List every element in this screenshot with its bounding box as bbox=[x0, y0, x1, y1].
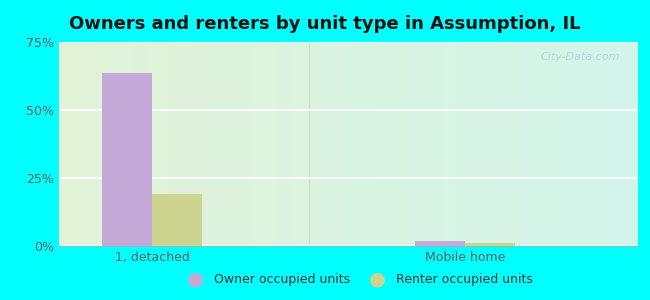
Text: Renter occupied units: Renter occupied units bbox=[396, 272, 534, 286]
Bar bbox=[102, 73, 152, 246]
Text: ●: ● bbox=[187, 269, 203, 289]
Bar bbox=[415, 241, 465, 246]
Text: Owner occupied units: Owner occupied units bbox=[214, 272, 350, 286]
Text: Owners and renters by unit type in Assumption, IL: Owners and renters by unit type in Assum… bbox=[70, 15, 580, 33]
Text: City-Data.com: City-Data.com bbox=[540, 52, 619, 62]
Text: ●: ● bbox=[369, 269, 385, 289]
Bar bbox=[465, 243, 515, 246]
Bar bbox=[152, 194, 202, 246]
